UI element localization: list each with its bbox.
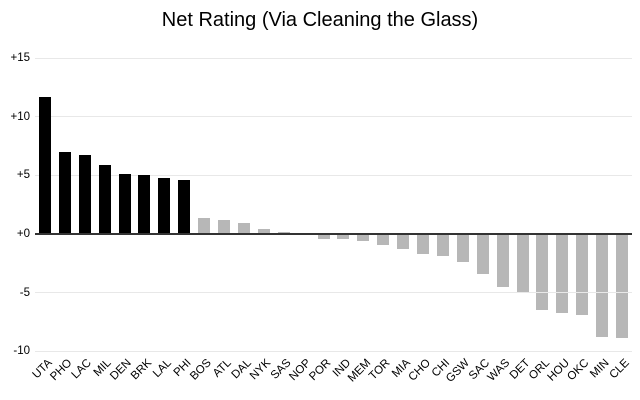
y-tick--10: -10 bbox=[13, 345, 30, 358]
gridline-+15 bbox=[35, 57, 632, 59]
x-label-LAC: LAC bbox=[69, 357, 95, 382]
bar-TOR bbox=[377, 234, 390, 245]
y-tick-+5: +5 bbox=[16, 169, 30, 182]
bar-ATL bbox=[218, 219, 231, 234]
gridline-+5 bbox=[35, 174, 632, 176]
x-label-DET: DET bbox=[507, 357, 533, 382]
gridline-+10 bbox=[35, 116, 632, 118]
x-label-OKC: OKC bbox=[565, 357, 592, 384]
bar-DEN bbox=[118, 174, 131, 234]
x-label-CLE: CLE bbox=[607, 357, 632, 382]
bar-MEM bbox=[357, 234, 370, 242]
x-label-MIN: MIN bbox=[588, 357, 612, 381]
bar-MIA bbox=[397, 234, 410, 250]
bar-MIN bbox=[596, 234, 609, 338]
bar-DAL bbox=[237, 223, 250, 234]
x-label-DEN: DEN bbox=[108, 357, 135, 383]
bar-CHO bbox=[417, 234, 430, 254]
x-label-TOR: TOR bbox=[367, 357, 393, 383]
x-label-LAL: LAL bbox=[150, 357, 174, 380]
bar-CLE bbox=[616, 234, 629, 339]
bar-NYK bbox=[257, 229, 270, 234]
gridline--5 bbox=[35, 292, 632, 294]
x-label-WAS: WAS bbox=[485, 357, 513, 384]
chart-title: Net Rating (Via Cleaning the Glass) bbox=[161, 9, 479, 31]
bar-IND bbox=[337, 234, 350, 239]
bar-MIL bbox=[98, 164, 111, 234]
bar-LAL bbox=[158, 177, 171, 234]
y-tick-+10: +10 bbox=[10, 110, 30, 123]
x-label-ATL: ATL bbox=[210, 357, 234, 380]
y-tick--5: -5 bbox=[19, 286, 30, 299]
bar-WAS bbox=[496, 234, 509, 287]
bar-SAS bbox=[277, 231, 290, 234]
y-tick-+15: +15 bbox=[10, 52, 30, 64]
bar-PHI bbox=[178, 180, 191, 234]
gridline--10 bbox=[35, 350, 632, 352]
x-label-POR: POR bbox=[306, 357, 334, 384]
x-label-BRK: BRK bbox=[128, 357, 154, 383]
x-label-DAL: DAL bbox=[229, 357, 254, 382]
bar-OKC bbox=[576, 234, 589, 315]
bar-ORL bbox=[536, 234, 549, 311]
bar-SAC bbox=[476, 234, 489, 274]
bar-BRK bbox=[138, 175, 151, 234]
bar-UTA bbox=[38, 96, 51, 234]
y-tick-+0: +0 bbox=[16, 228, 30, 240]
bar-POR bbox=[317, 234, 330, 239]
x-label-SAS: SAS bbox=[268, 357, 294, 382]
x-label-NYK: NYK bbox=[248, 357, 274, 383]
bar-LAC bbox=[78, 155, 91, 234]
bar-CHI bbox=[436, 234, 449, 257]
x-label-NOP: NOP bbox=[287, 357, 314, 384]
bar-DET bbox=[516, 234, 529, 293]
bar-BOS bbox=[198, 217, 211, 234]
zero-axis-line bbox=[35, 233, 632, 235]
bar-PHO bbox=[58, 151, 71, 234]
x-label-BOS: BOS bbox=[187, 357, 214, 383]
bar-HOU bbox=[556, 234, 569, 313]
bar-GSW bbox=[456, 234, 469, 263]
